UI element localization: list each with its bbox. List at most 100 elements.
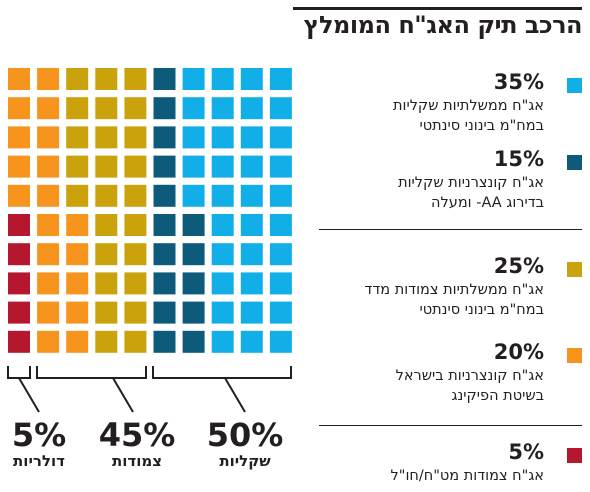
waffle-cell: [153, 184, 176, 207]
waffle-cell: [240, 301, 263, 324]
waffle-cell: [95, 68, 118, 90]
waffle-cell: [66, 301, 89, 324]
waffle-cell: [8, 330, 30, 353]
waffle-cell: [37, 68, 60, 90]
waffle-cell: [269, 214, 292, 236]
waffle-cell: [95, 272, 118, 295]
waffle-cell: [37, 243, 60, 266]
waffle-cell: [66, 184, 89, 207]
waffle-cell: [240, 330, 263, 353]
legend-description: אג"ח ממשלתיות שקליות במח"מ בינוני סינתטי: [393, 96, 544, 136]
waffle-cell: [8, 272, 30, 295]
chart-title: הרכב תיק האג"ח המומלץ: [303, 11, 583, 39]
waffle-cell: [153, 126, 176, 149]
waffle-cell: [66, 155, 89, 178]
legend-swatch: [567, 262, 582, 277]
waffle-cell: [8, 97, 30, 120]
waffle-cell: [95, 330, 118, 353]
group-name: שקליות: [219, 452, 271, 470]
legend-swatch: [567, 348, 582, 363]
bracket-dollar: [7, 366, 40, 413]
waffle-cell: [124, 184, 147, 207]
legend-line: אג"ח קונצרניות שקליות: [398, 175, 544, 191]
group-label-linked: 45% צמודות: [82, 418, 192, 470]
waffle-cell: [37, 97, 60, 120]
legend-divider: [319, 425, 582, 426]
waffle-cell: [269, 243, 292, 266]
waffle-cell: [124, 330, 147, 353]
waffle-cell: [153, 97, 176, 120]
waffle-cell: [66, 126, 89, 149]
waffle-cell: [269, 126, 292, 149]
legend-swatch: [567, 155, 582, 170]
waffle-cell: [153, 330, 176, 353]
waffle-cell: [66, 330, 89, 353]
waffle-cell: [124, 272, 147, 295]
group-name: צמודות: [111, 452, 162, 470]
legend-description: אג"ח קונצרניות בישראל בשיטת הפיקינג: [396, 366, 544, 406]
waffle-cell: [8, 126, 30, 149]
group-percent: 45%: [98, 416, 176, 454]
group-percent: 5%: [11, 416, 67, 454]
legend-line: בדירוג AA- ומעלה: [431, 195, 544, 211]
waffle-cell: [66, 68, 89, 90]
waffle-cell: [124, 97, 147, 120]
waffle-cell: [95, 97, 118, 120]
legend-item-corporate-shekel: 15% אג"ח קונצרניות שקליות בדירוג AA- ומע…: [312, 147, 582, 211]
waffle-cell: [182, 97, 205, 120]
title-rule: [293, 7, 582, 10]
group-label-shekel: 50% שקליות: [190, 418, 300, 470]
legend-line: במח"מ בינוני סינתטי: [419, 118, 544, 134]
group-label-dollar: 5% דולריות: [3, 418, 75, 470]
waffle-cell: [37, 184, 60, 207]
waffle-cell: [211, 301, 234, 324]
waffle-cell: [211, 184, 234, 207]
waffle-cell: [37, 330, 60, 353]
waffle-cell: [240, 243, 263, 266]
waffle-cell: [211, 126, 234, 149]
waffle-cell: [269, 68, 292, 90]
waffle-cell: [37, 155, 60, 178]
waffle-cell: [95, 155, 118, 178]
waffle-cell: [269, 301, 292, 324]
waffle-cell: [240, 214, 263, 236]
waffle-cell: [240, 126, 263, 149]
waffle-cell: [66, 272, 89, 295]
waffle-cell: [95, 184, 118, 207]
legend-line: אג"ח ממשלתיות צמודות מדד: [364, 282, 544, 298]
legend-percent: 25%: [493, 254, 544, 278]
legend-divider: [319, 229, 582, 230]
waffle-cell: [240, 97, 263, 120]
legend-description: אג"ח קונצרניות שקליות בדירוג AA- ומעלה: [398, 173, 544, 213]
waffle-cell: [8, 184, 30, 207]
legend-line: אג"ח צמודות מט"ח/חו"ל: [390, 468, 544, 484]
legend-percent: 20%: [493, 340, 544, 364]
waffle-cell: [37, 126, 60, 149]
waffle-cell: [37, 272, 60, 295]
waffle-cell: [240, 155, 263, 178]
waffle-cell: [124, 68, 147, 90]
bracket-linked: [36, 366, 147, 413]
waffle-cell: [269, 272, 292, 295]
legend-item-government-shekel: 35% אג"ח ממשלתיות שקליות במח"מ בינוני סי…: [312, 70, 582, 134]
legend-line: אג"ח ממשלתיות שקליות: [392, 98, 544, 114]
waffle-cell: [66, 243, 89, 266]
waffle-cell: [95, 126, 118, 149]
legend-line: אג"ח קונצרניות בישראל: [395, 368, 544, 384]
waffle-cell: [8, 155, 30, 178]
waffle-cell: [269, 330, 292, 353]
waffle-cell: [182, 214, 205, 236]
waffle-cell: [95, 243, 118, 266]
waffle-cell: [182, 126, 205, 149]
legend-item-fx-linked: 5% אג"ח צמודות מט"ח/חו"ל: [312, 440, 582, 486]
waffle-cell: [182, 68, 205, 90]
waffle-cell: [8, 214, 30, 236]
legend-percent: 35%: [493, 70, 544, 94]
waffle-chart: [7, 68, 292, 413]
waffle-cell: [211, 330, 234, 353]
waffle-cell: [124, 214, 147, 236]
legend-line: בשיטת הפיקינג: [451, 388, 544, 404]
waffle-cell: [66, 214, 89, 236]
waffle-cell: [240, 68, 263, 90]
legend-description: אג"ח ממשלתיות צמודות מדד במח"מ בינוני סי…: [364, 280, 544, 320]
